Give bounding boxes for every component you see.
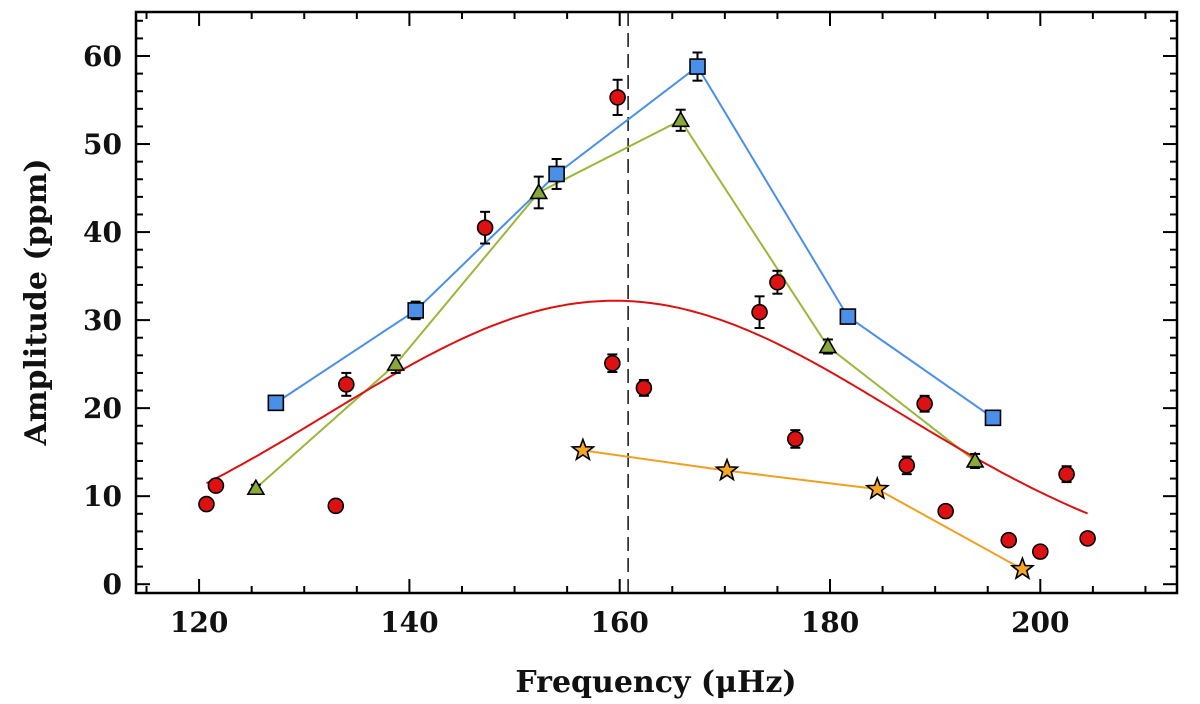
stars-line: [582, 449, 1023, 571]
x-tick-label: 120: [170, 606, 228, 639]
y-tick-label: 30: [83, 304, 122, 337]
axis-ticks: [136, 12, 1177, 593]
square-point: [689, 58, 706, 75]
square-point: [407, 302, 425, 319]
square-point: [548, 165, 565, 183]
circle-point: [1000, 531, 1018, 549]
y-axis-title: Amplitude (ppm): [19, 158, 54, 446]
triangles-line: [255, 118, 976, 489]
y-tick-label: 10: [83, 480, 122, 513]
square-point: [839, 308, 857, 325]
circle-point: [338, 376, 355, 393]
circle-point: [786, 430, 804, 448]
triangle-point: [818, 336, 838, 354]
circle-point: [327, 497, 345, 515]
plot-frame: [134, 10, 1179, 595]
star-point: [570, 437, 596, 462]
star-point: [1009, 555, 1036, 580]
circle-point: [609, 89, 626, 106]
square-point: [267, 394, 285, 412]
tick-labels: 120 140 160 180 200 0 10 20 30 40 50 60: [83, 40, 1069, 639]
triangle-point: [386, 354, 406, 371]
x-tick-label: 180: [801, 606, 859, 639]
triangle-point: [246, 478, 266, 496]
star-point: [864, 475, 891, 500]
y-tick-label: 20: [83, 392, 122, 425]
series-lines: [255, 65, 1023, 571]
square-point: [984, 409, 1002, 427]
circle-point: [476, 219, 494, 236]
x-tick-label: 200: [1011, 606, 1069, 639]
data-markers: [198, 51, 1096, 580]
y-tick-label: 0: [103, 568, 122, 601]
y-tick-label: 50: [83, 128, 122, 161]
triangle-point: [965, 451, 985, 468]
star-point: [714, 457, 740, 482]
fit-curve-group: [206, 299, 1088, 515]
circle-point: [751, 303, 768, 321]
triangle-point: [529, 182, 549, 200]
circle-point: [898, 457, 916, 474]
x-tick-label: 140: [380, 606, 438, 639]
circle-point: [1079, 530, 1096, 547]
fit-curve: [206, 299, 1088, 515]
circle-point: [916, 395, 933, 413]
circle-point: [1032, 543, 1049, 560]
squares-line: [275, 65, 994, 419]
circle-point: [1058, 465, 1075, 483]
y-tick-label: 60: [83, 40, 122, 73]
x-tick-label: 160: [590, 606, 648, 639]
triangle-point: [671, 110, 691, 128]
circle-point: [937, 502, 954, 520]
circle-point: [207, 477, 225, 494]
x-axis-title: Frequency (μHz): [515, 665, 796, 700]
circle-point: [604, 354, 621, 372]
circle-point: [635, 379, 653, 397]
y-tick-label: 40: [83, 216, 122, 249]
circle-point: [198, 495, 215, 513]
circle-point: [769, 273, 786, 291]
